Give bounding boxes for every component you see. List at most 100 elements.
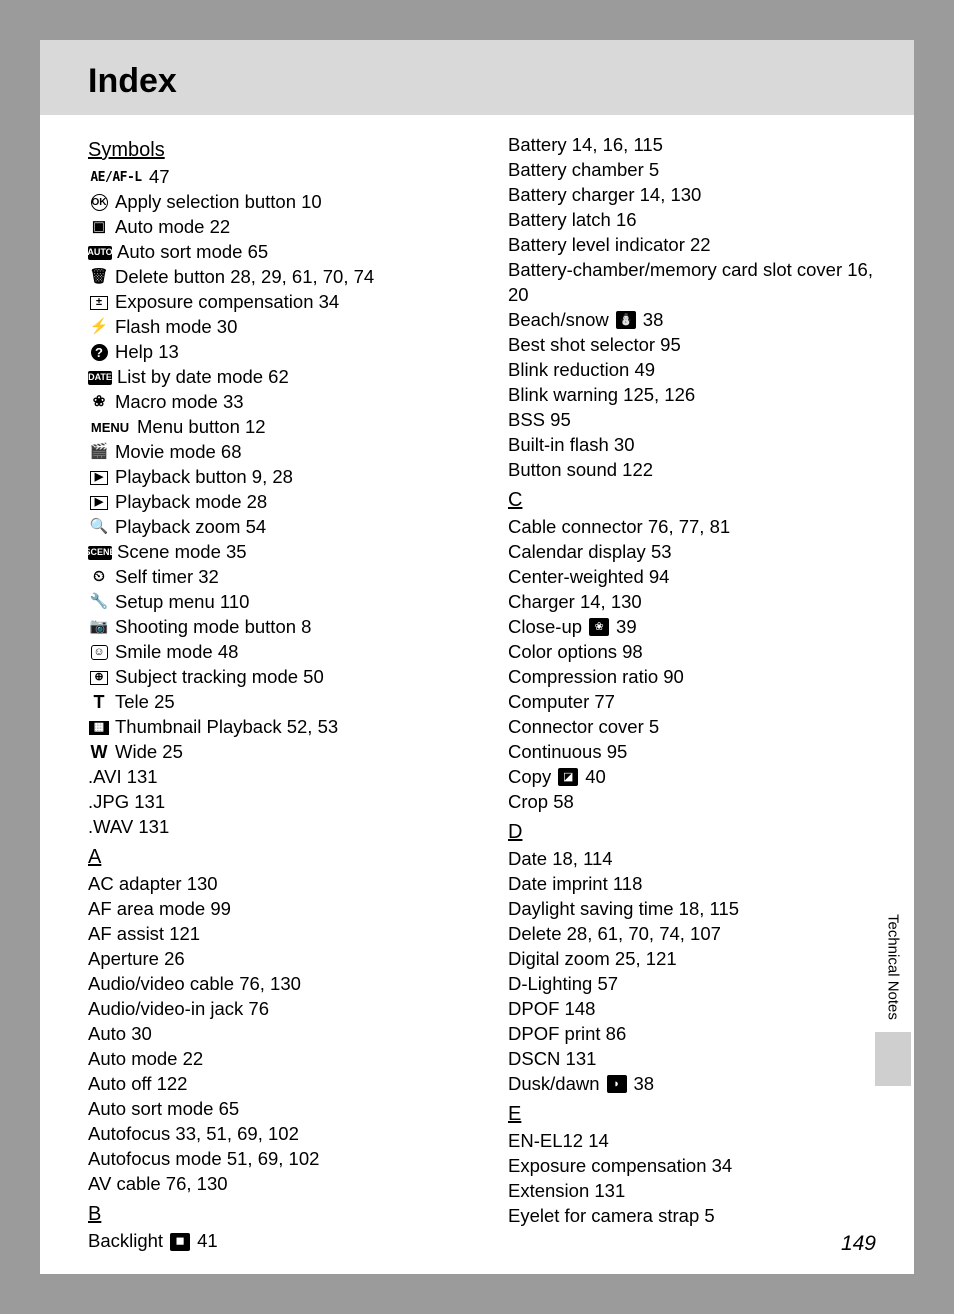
index-entry: AF assist 121 <box>88 922 458 947</box>
index-section-header: E <box>508 1101 878 1128</box>
index-entry-text: Backlight <box>88 1229 163 1254</box>
index-entry: Auto sort mode 65 <box>88 1097 458 1122</box>
index-entry: AUTO Auto sort mode 65 <box>88 240 458 265</box>
index-icon: ± <box>88 293 110 313</box>
index-entry: Auto mode 22 <box>88 1047 458 1072</box>
index-icon: 🔍 <box>88 518 110 538</box>
index-entry: ▶ Playback button 9, 28 <box>88 465 458 490</box>
index-entry: Battery-chamber/memory card slot cover 1… <box>508 258 878 308</box>
index-entry-text: AF assist 121 <box>88 922 200 947</box>
index-entry: Blink reduction 49 <box>508 358 878 383</box>
index-entry: .AVI 131 <box>88 765 458 790</box>
index-entry-text: Wide 25 <box>115 740 183 765</box>
index-entry-text: Flash mode 30 <box>115 315 237 340</box>
index-entry: ▦ Thumbnail Playback 52, 53 <box>88 715 458 740</box>
index-entry: ❀ Macro mode 33 <box>88 390 458 415</box>
index-entry: Audio/video-in jack 76 <box>88 997 458 1022</box>
index-entry-text: .AVI 131 <box>88 765 158 790</box>
inline-icon: ⛄ <box>616 311 636 329</box>
right-column: Battery 14, 16, 115Battery chamber 5 Batt… <box>508 133 878 1254</box>
index-entry: 🔧 Setup menu 110 <box>88 590 458 615</box>
index-entry: Crop 58 <box>508 790 878 815</box>
index-entry-text: Playback button 9, 28 <box>115 465 293 490</box>
index-entry: 🗑 Delete button 28, 29, 61, 70, 74 <box>88 265 458 290</box>
index-icon: MENU <box>88 418 132 438</box>
index-icon: ▶ <box>88 468 110 488</box>
index-entry-text: Apply selection button 10 <box>115 190 322 215</box>
index-entry-text: Crop 58 <box>508 790 574 815</box>
index-entry-text: DPOF print 86 <box>508 1022 626 1047</box>
index-entry-text: Setup menu 110 <box>115 590 249 615</box>
index-entry-text: Compression ratio 90 <box>508 665 684 690</box>
index-icon: ⚡ <box>88 318 110 338</box>
index-entry-text: Center-weighted 94 <box>508 565 669 590</box>
index-entry-text: Connector cover 5 <box>508 715 659 740</box>
index-entry-text: Autofocus 33, 51, 69, 102 <box>88 1122 299 1147</box>
index-entry: Battery chamber 5 <box>508 158 878 183</box>
index-entry: Beach/snow ⛄ 38 <box>508 308 878 333</box>
index-entry: Center-weighted 94 <box>508 565 878 590</box>
index-entry: Button sound 122 <box>508 458 878 483</box>
index-entry-text: Battery latch 16 <box>508 208 637 233</box>
inline-icon: ◪ <box>558 768 578 786</box>
manual-page: Index SymbolsAE/AF-L 47OK Apply selectio… <box>40 40 914 1274</box>
index-entry-text: Daylight saving time 18, 115 <box>508 897 739 922</box>
index-entry: SCENE Scene mode 35 <box>88 540 458 565</box>
index-entry-text: Self timer 32 <box>115 565 219 590</box>
index-entry: Autofocus 33, 51, 69, 102 <box>88 1122 458 1147</box>
index-entry-text: Auto mode 22 <box>88 1047 203 1072</box>
index-entry-text: Exposure compensation 34 <box>115 290 339 315</box>
index-entry: 🔍 Playback zoom 54 <box>88 515 458 540</box>
index-entry-text: BSS 95 <box>508 408 571 433</box>
index-entry-text: EN-EL12 14 <box>508 1129 609 1154</box>
index-entry: ⏲ Self timer 32 <box>88 565 458 590</box>
index-entry: Exposure compensation 34 <box>508 1154 878 1179</box>
index-entry: Battery latch 16 <box>508 208 878 233</box>
index-icon: 🗑 <box>88 268 110 288</box>
index-icon: ▣ <box>88 218 110 238</box>
index-icon: AE/AF-L <box>88 168 144 188</box>
index-entry: ± Exposure compensation 34 <box>88 290 458 315</box>
index-entry: Dusk/dawn ◗ 38 <box>508 1072 878 1097</box>
index-entry-text: Menu button 12 <box>137 415 266 440</box>
index-entry: Blink warning 125, 126 <box>508 383 878 408</box>
index-entry: Calendar display 53 <box>508 540 878 565</box>
side-tab-marker <box>875 1032 911 1086</box>
index-entry-text: Cable connector 76, 77, 81 <box>508 515 730 540</box>
index-entry-text: Aperture 26 <box>88 947 185 972</box>
index-icon: ⏲ <box>88 568 110 588</box>
index-icon: DATE <box>88 371 112 385</box>
index-entry-text: Battery chamber 5 <box>508 158 659 183</box>
index-entry-text: Charger 14, 130 <box>508 590 642 615</box>
index-entry-text: Smile mode 48 <box>115 640 238 665</box>
index-entry: DSCN 131 <box>508 1047 878 1072</box>
index-entry: ▣ Auto mode 22 <box>88 215 458 240</box>
index-icon: AUTO <box>88 246 112 260</box>
page-header: Index <box>40 40 914 115</box>
index-entry: .JPG 131 <box>88 790 458 815</box>
side-section-label: Technical Notes <box>885 912 902 1020</box>
index-entry-text: Auto mode 22 <box>115 215 230 240</box>
index-entry-text: Autofocus mode 51, 69, 102 <box>88 1147 319 1172</box>
page-title: Index <box>88 62 914 101</box>
index-entry: Battery 14, 16, 115 <box>508 133 878 158</box>
index-entry-text: Audio/video-in jack 76 <box>88 997 269 1022</box>
index-entry-text: Battery-chamber/memory card slot cover 1… <box>508 258 878 308</box>
index-icon: ▶ <box>88 493 110 513</box>
index-content: SymbolsAE/AF-L 47OK Apply selection butt… <box>40 115 914 1254</box>
index-entry: ? Help 13 <box>88 340 458 365</box>
index-section-header: C <box>508 487 878 514</box>
index-entry: Close-up ❀ 39 <box>508 615 878 640</box>
index-entry-text: Battery 14, 16, 115 <box>508 133 663 158</box>
index-entry-text: Battery level indicator 22 <box>508 233 711 258</box>
index-entry-text: Blink warning 125, 126 <box>508 383 695 408</box>
index-entry: 📷 Shooting mode button 8 <box>88 615 458 640</box>
index-entry-text: Tele 25 <box>115 690 175 715</box>
inline-icon: ❀ <box>589 618 609 636</box>
index-icon: 🎬 <box>88 443 110 463</box>
index-icon: T <box>88 693 110 713</box>
index-entry-text: Delete button 28, 29, 61, 70, 74 <box>115 265 374 290</box>
index-entry-text: Button sound 122 <box>508 458 653 483</box>
index-entry-text: Auto sort mode 65 <box>88 1097 239 1122</box>
index-entry-text: Help 13 <box>115 340 179 365</box>
